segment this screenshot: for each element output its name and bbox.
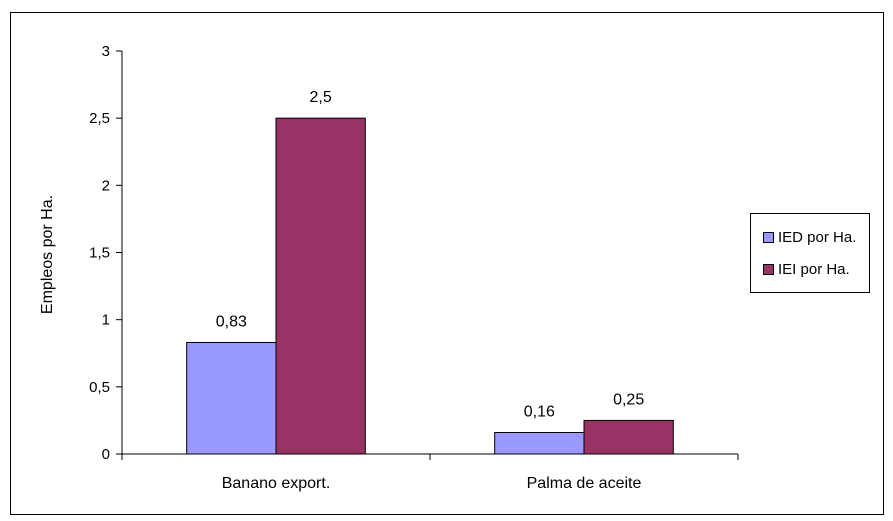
legend: IED por Ha. IEI por Ha. xyxy=(750,213,870,293)
y-tick-label: 1,5 xyxy=(89,245,110,262)
data-label: 2,5 xyxy=(310,89,332,106)
data-label: 0,16 xyxy=(524,404,555,421)
y-tick-label: 0 xyxy=(102,446,110,463)
bar xyxy=(275,117,366,455)
y-axis-title: Empleos por Ha. xyxy=(39,195,56,314)
data-label: 0,83 xyxy=(216,314,247,331)
y-tick-label: 2,5 xyxy=(89,110,110,127)
bar xyxy=(494,432,585,455)
legend-swatch-iei xyxy=(763,264,774,275)
y-tick-label: 0,5 xyxy=(89,379,110,396)
chart-frame xyxy=(10,12,884,515)
data-label: 0,25 xyxy=(613,391,644,408)
y-tick-label: 1 xyxy=(102,312,110,329)
y-tick-label: 2 xyxy=(102,177,110,194)
bar xyxy=(583,419,674,455)
legend-label-ied: IED por Ha. xyxy=(778,229,857,246)
x-category-label: Banano export. xyxy=(222,475,331,492)
y-tick-label: 3 xyxy=(102,43,110,60)
legend-swatch-ied xyxy=(763,232,774,243)
legend-label-iei: IEI por Ha. xyxy=(778,261,850,278)
bar xyxy=(186,342,277,455)
legend-item-iei: IEI por Ha. xyxy=(763,261,850,278)
x-category-label: Palma de aceite xyxy=(527,475,642,492)
legend-item-ied: IED por Ha. xyxy=(763,229,856,246)
